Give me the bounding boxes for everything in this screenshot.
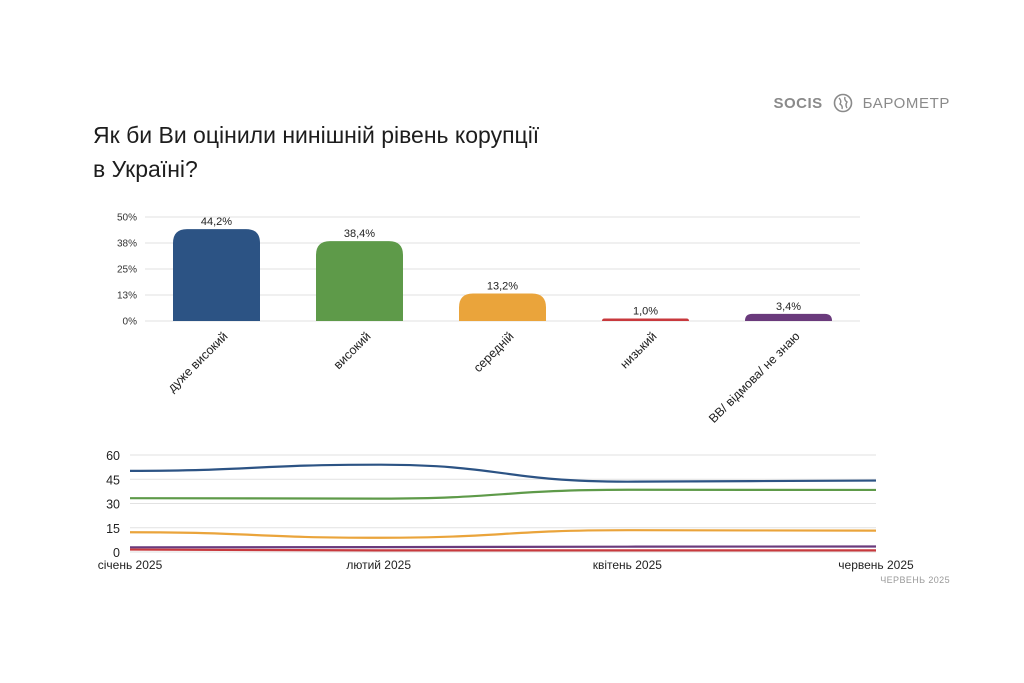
bar-category-label: низький xyxy=(617,329,659,371)
socis-logo: SOCIS xyxy=(773,94,823,112)
line-xtick-label: лютий 2025 xyxy=(346,558,411,572)
line-ytick-label: 15 xyxy=(106,522,120,536)
brand: SOCIS БАРОМЕТР xyxy=(773,93,950,113)
footer-date: ЧЕРВЕНЬ 2025 xyxy=(880,575,950,585)
line-xtick-label: червень 2025 xyxy=(838,558,914,572)
bar-value-label: 44,2% xyxy=(201,216,232,228)
line-xtick-label: січень 2025 xyxy=(98,558,163,572)
bar xyxy=(173,229,260,321)
bar-ytick-label: 0% xyxy=(123,317,138,328)
bar-ytick-label: 25% xyxy=(117,265,137,276)
line-ytick-label: 60 xyxy=(106,449,120,463)
bar xyxy=(602,318,689,321)
series-line xyxy=(129,529,877,539)
bar xyxy=(745,313,832,321)
series-line xyxy=(129,548,876,552)
bar xyxy=(316,241,403,321)
bar xyxy=(459,293,546,321)
bar-category-label: високий xyxy=(331,329,374,372)
series-line xyxy=(129,488,877,500)
series-line xyxy=(129,463,877,483)
bar-ytick-label: 13% xyxy=(117,291,137,302)
line-ytick-label: 0 xyxy=(113,546,120,560)
line-ytick-label: 45 xyxy=(106,473,120,487)
bar-ytick-label: 50% xyxy=(117,213,137,224)
line-ytick-label: 30 xyxy=(106,498,120,512)
bar-value-label: 13,2% xyxy=(487,281,518,293)
bar-category-label: середній xyxy=(471,329,517,375)
bar-category-label: дуже високий xyxy=(165,329,231,395)
title-line-2: в Україні? xyxy=(93,156,198,182)
page-title: Як би Ви оцінили нинішній рівень корупці… xyxy=(93,118,693,186)
brand-name: БАРОМЕТР xyxy=(862,94,950,112)
bar-ytick-label: 38% xyxy=(117,239,137,250)
bar-value-label: 38,4% xyxy=(344,228,375,240)
bar-category-label: ВВ/ відмова/ не знаю xyxy=(706,329,803,426)
series-line xyxy=(129,545,877,549)
globe-icon xyxy=(833,93,852,113)
bar-value-label: 3,4% xyxy=(776,301,801,313)
bar-chart: 0% 13% 25% 38% 50% 44,2% дуже високий 38,4% висо… xyxy=(117,213,860,426)
line-chart: 0 15 30 45 60 січень 2025 лютий 2025 квітень 20… xyxy=(98,449,914,572)
line-xtick-label: квітень 2025 xyxy=(593,558,663,572)
title-line-1: Як би Ви оцінили нинішній рівень корупці… xyxy=(93,122,540,148)
bar-value-label: 1,0% xyxy=(633,306,658,318)
